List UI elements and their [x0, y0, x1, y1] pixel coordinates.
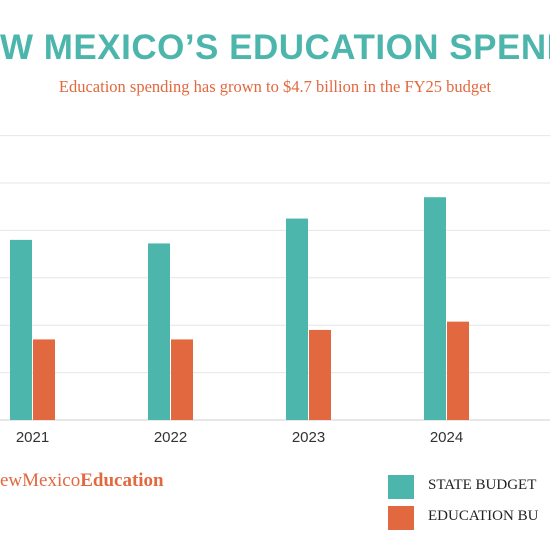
bar-state-budget-2022 [148, 243, 170, 420]
bar-education-budget-2022 [171, 339, 193, 420]
bar-chart: 2021 2022 2023 2024 [0, 135, 550, 446]
x-tick-label: 2021 [16, 429, 49, 446]
legend-label-education-budget: EDUCATION BU [428, 508, 539, 524]
x-tick-label: 2023 [292, 429, 325, 446]
bar-education-budget-2023 [309, 329, 331, 420]
chart-title: W MEXICO’S EDUCATION SPENDIN [0, 28, 550, 67]
logo-bold: Education [80, 470, 164, 491]
x-tick-label: 2024 [430, 429, 463, 446]
bar-state-budget-2021 [10, 239, 32, 420]
logo-prefix: ewMexico [0, 470, 81, 491]
bar-education-budget-2024 [447, 321, 469, 420]
logo: ewMexicoEducation [0, 470, 164, 492]
bar-state-budget-2024 [424, 197, 446, 420]
x-tick-label: 2022 [154, 429, 187, 446]
chart-subtitle: Education spending has grown to $4.7 bil… [58, 77, 492, 96]
bar-state-budget-2023 [286, 218, 308, 420]
bar-education-budget-2021 [33, 339, 55, 420]
legend-swatch-state-budget [388, 475, 414, 499]
legend-swatch-education-budget [388, 506, 414, 530]
legend-label-state-budget: STATE BUDGET [428, 477, 537, 493]
